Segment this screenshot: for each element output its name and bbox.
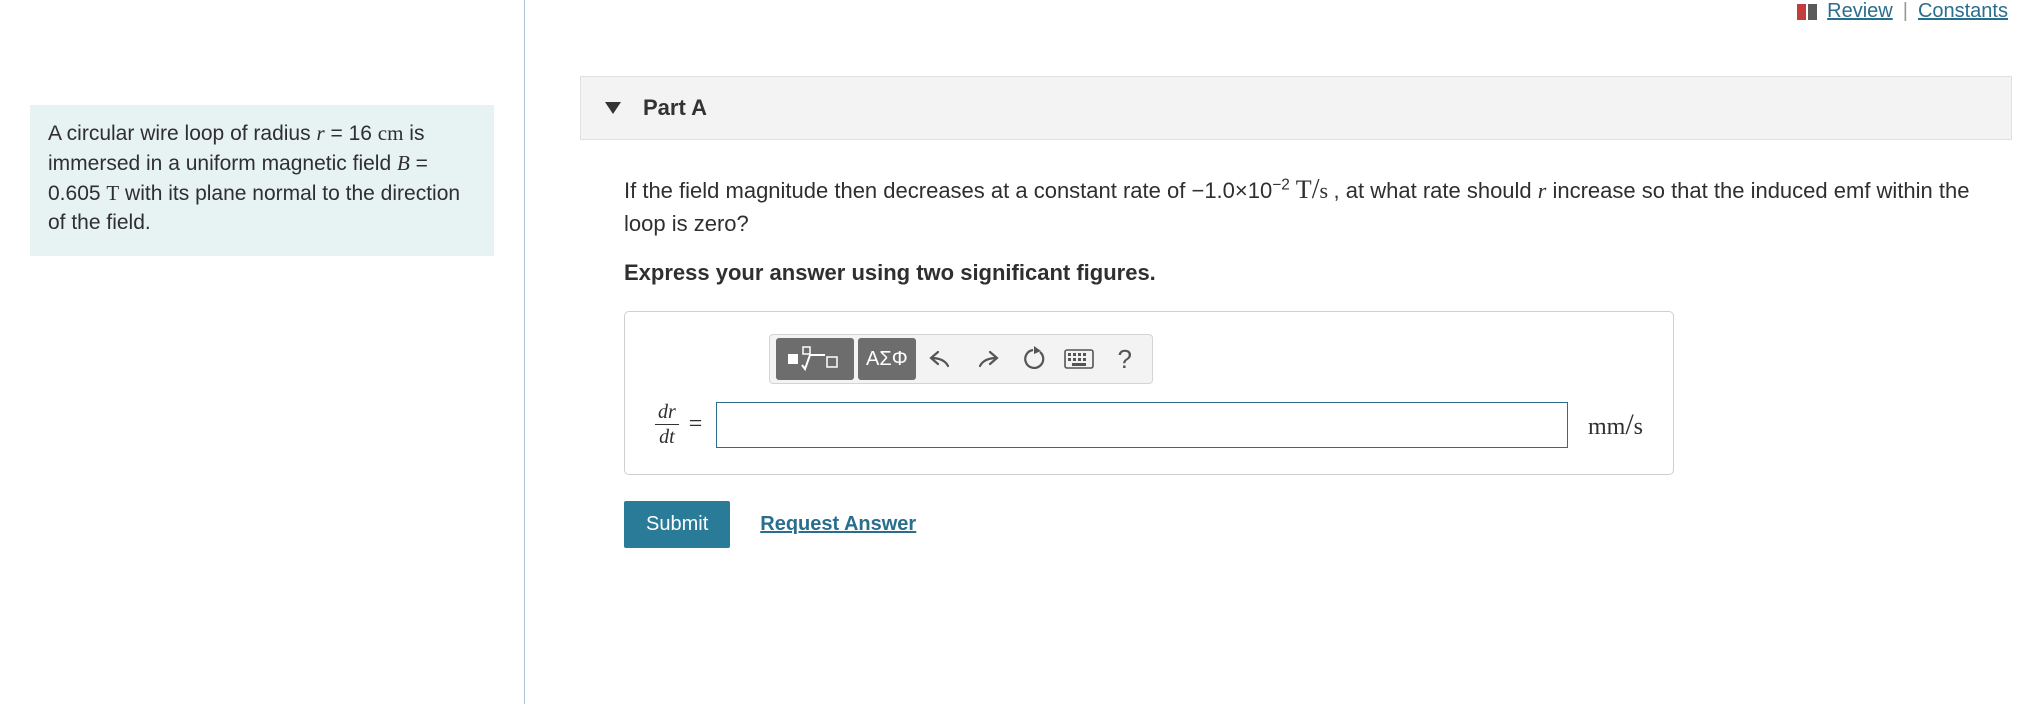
- help-button[interactable]: ?: [1104, 338, 1146, 380]
- flag-icon[interactable]: [1797, 4, 1817, 20]
- question-text: If the field magnitude then decreases at…: [624, 170, 2000, 240]
- var-B: B: [397, 151, 410, 175]
- templates-button[interactable]: [776, 338, 854, 380]
- B-unit: T: [106, 181, 119, 205]
- q-line1b: , at what rate should: [1334, 178, 1538, 203]
- problem-statement: A circular wire loop of radius r = 16 cm…: [30, 105, 494, 256]
- right-column: Review | Constants Part A If the field m…: [525, 0, 2042, 704]
- problem-text: A circular wire loop of radius: [48, 122, 316, 145]
- submit-button[interactable]: Submit: [624, 501, 730, 548]
- input-row: dr dt = mm/s: [655, 402, 1643, 448]
- frac-den: dt: [656, 425, 678, 447]
- request-answer-link[interactable]: Request Answer: [760, 513, 916, 536]
- constants-link[interactable]: Constants: [1918, 0, 2008, 23]
- redo-button[interactable]: [966, 338, 1008, 380]
- r-unit: cm: [378, 121, 404, 145]
- answer-unit: mm/s: [1582, 404, 1643, 446]
- unit-s: s: [1634, 414, 1643, 440]
- equation-toolbar: ΑΣΦ ?: [769, 334, 1153, 384]
- lhs-expression: dr dt =: [655, 402, 702, 447]
- answer-instruction: Express your answer using two significan…: [624, 258, 2000, 289]
- top-links: Review | Constants: [1797, 0, 2008, 23]
- left-column: A circular wire loop of radius r = 16 cm…: [0, 0, 525, 704]
- unit-mm: mm: [1588, 414, 1625, 440]
- equals-sign: =: [689, 408, 703, 442]
- part-title: Part A: [643, 95, 707, 121]
- r-value: = 16: [325, 122, 378, 145]
- fraction-drdt: dr dt: [655, 402, 679, 447]
- question-body: If the field magnitude then decreases at…: [580, 140, 2012, 475]
- keyboard-button[interactable]: [1058, 338, 1100, 380]
- review-link[interactable]: Review: [1827, 0, 1893, 23]
- q-unit-T: T: [1290, 175, 1312, 204]
- q-unit-s: s: [1319, 178, 1333, 203]
- q-exp: −2: [1272, 177, 1290, 194]
- action-row: Submit Request Answer: [624, 501, 2012, 548]
- answer-input[interactable]: [716, 402, 1568, 448]
- unit-slash: /: [1625, 408, 1633, 441]
- answer-area: ΑΣΦ ?: [624, 311, 1674, 475]
- frac-num: dr: [655, 402, 679, 425]
- reset-button[interactable]: [1012, 338, 1054, 380]
- caret-down-icon: [605, 102, 621, 114]
- q-line1a: If the field magnitude then decreases at…: [624, 178, 1272, 203]
- greek-button[interactable]: ΑΣΦ: [858, 338, 916, 380]
- link-separator: |: [1903, 0, 1908, 23]
- part-header[interactable]: Part A: [580, 76, 2012, 140]
- var-r: r: [316, 121, 324, 145]
- page-container: A circular wire loop of radius r = 16 cm…: [0, 0, 2042, 704]
- undo-button[interactable]: [920, 338, 962, 380]
